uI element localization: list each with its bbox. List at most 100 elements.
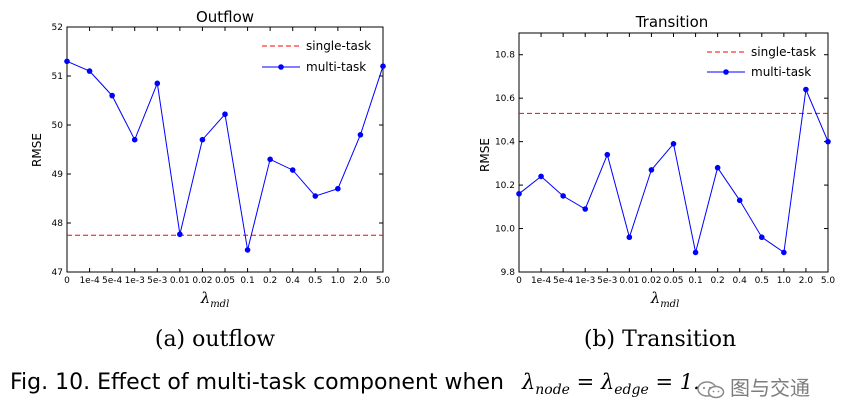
y-axis-label: RMSE bbox=[30, 133, 44, 167]
series-layer bbox=[516, 86, 831, 256]
data-point-multi-task bbox=[648, 167, 655, 173]
y-tick-label: 10.2 bbox=[495, 181, 515, 191]
x-tick-label: 0.05 bbox=[215, 276, 235, 286]
x-tick-label: 1e-4 bbox=[531, 276, 552, 286]
x-tick-label: 5e-3 bbox=[147, 276, 167, 286]
legend-marker-multi-task bbox=[278, 64, 284, 70]
data-point-multi-task bbox=[267, 156, 273, 163]
series-line-multi-task bbox=[66, 60, 384, 251]
legend: single-task multi-task bbox=[262, 39, 371, 74]
y-tick-label: 9.8 bbox=[501, 268, 516, 278]
x-tick-label: 5e-4 bbox=[553, 276, 574, 286]
chart-title: Outflow bbox=[196, 8, 254, 26]
data-point-multi-task bbox=[560, 193, 566, 199]
x-tick-label: 5.0 bbox=[376, 276, 391, 286]
y-tick-label: 52 bbox=[52, 23, 63, 33]
legend-label-single-task: single-task bbox=[751, 45, 816, 59]
data-point-multi-task bbox=[357, 132, 364, 138]
data-point-multi-task bbox=[131, 136, 138, 143]
data-point-multi-task bbox=[64, 58, 70, 65]
figure-caption: Fig. 10. Effect of multi-task component … bbox=[10, 370, 700, 398]
y-tick-label: 10.4 bbox=[495, 138, 515, 148]
x-tick-label: 0.02 bbox=[192, 276, 212, 286]
legend-marker-multi-task bbox=[723, 69, 729, 75]
data-point-multi-task bbox=[781, 249, 787, 256]
x-tick-label: 0.05 bbox=[663, 276, 683, 286]
data-point-multi-task bbox=[582, 206, 589, 212]
legend-label-single-task: single-task bbox=[306, 39, 371, 53]
watermark: 图与交通 bbox=[696, 372, 810, 401]
data-point-multi-task bbox=[736, 197, 743, 204]
data-point-multi-task bbox=[758, 234, 765, 241]
y-tick-label: 50 bbox=[52, 121, 64, 131]
x-tick-label: 5e-4 bbox=[102, 276, 123, 286]
x-tick-label: 0.4 bbox=[286, 276, 301, 286]
data-point-multi-task bbox=[222, 111, 228, 118]
data-point-multi-task bbox=[154, 80, 161, 87]
data-point-multi-task bbox=[692, 249, 699, 256]
subfigure-caption: (a) outflow bbox=[155, 327, 275, 352]
data-point-multi-task bbox=[199, 136, 206, 143]
y-tick-label: 51 bbox=[52, 72, 63, 82]
y-axis-label: RMSE bbox=[478, 138, 492, 172]
x-tick-label: 0.02 bbox=[641, 276, 661, 286]
x-tick-label: 0 bbox=[516, 276, 522, 286]
x-tick-label: 0.01 bbox=[619, 276, 639, 286]
figure-caption-text: Fig. 10. Effect of multi-task component … bbox=[10, 370, 504, 395]
data-point-multi-task bbox=[244, 247, 251, 253]
y-tick-label: 47 bbox=[52, 268, 63, 278]
x-tick-label: 0.5 bbox=[308, 276, 322, 286]
y-tick-label: 48 bbox=[52, 219, 64, 229]
x-tick-label: 0.1 bbox=[688, 276, 702, 286]
data-point-multi-task bbox=[714, 164, 721, 171]
data-point-multi-task bbox=[516, 190, 522, 197]
x-tick-label: 2.0 bbox=[799, 276, 814, 286]
y-ticks: 47 48 49 50 51 52 bbox=[52, 23, 383, 278]
data-point-multi-task bbox=[538, 173, 544, 180]
legend: single-task multi-task bbox=[707, 45, 816, 79]
data-point-multi-task bbox=[109, 92, 115, 99]
x-tick-label: 1e-3 bbox=[125, 276, 145, 286]
x-tick-label: 0.4 bbox=[733, 276, 748, 286]
legend-label-multi-task: multi-task bbox=[306, 60, 366, 74]
x-tick-label: 0.01 bbox=[170, 276, 190, 286]
x-tick-label: 0.5 bbox=[755, 276, 769, 286]
x-tick-label: 0.2 bbox=[263, 276, 277, 286]
chart-outflow: Outflow RMSE λmdl 47 48 49 50 51 52 0 1e-4 5e-4… bbox=[30, 8, 390, 352]
x-tick-label: 1e-3 bbox=[575, 276, 595, 286]
x-axis-label: λmdl bbox=[200, 289, 230, 310]
x-tick-label: 1e-4 bbox=[79, 276, 100, 286]
data-point-multi-task bbox=[177, 231, 183, 238]
y-tick-label: 10.8 bbox=[495, 51, 515, 61]
data-point-multi-task bbox=[289, 167, 296, 173]
x-axis-label: λmdl bbox=[650, 289, 680, 310]
x-tick-label: 0.1 bbox=[240, 276, 254, 286]
series-line-multi-task bbox=[518, 87, 829, 254]
x-tick-label: 0 bbox=[64, 276, 70, 286]
y-tick-label: 10.6 bbox=[495, 94, 515, 104]
series-layer bbox=[64, 58, 386, 253]
data-point-multi-task bbox=[825, 138, 831, 145]
x-tick-label: 2.0 bbox=[353, 276, 368, 286]
data-point-multi-task bbox=[803, 86, 809, 93]
y-ticks: 9.8 10.0 10.2 10.4 10.6 10.8 bbox=[495, 51, 828, 278]
figure-caption-math: λnode = λedge = 1. bbox=[521, 370, 700, 399]
data-point-multi-task bbox=[380, 63, 386, 69]
wechat-icon bbox=[697, 380, 725, 398]
y-tick-label: 10.0 bbox=[495, 225, 515, 235]
data-point-multi-task bbox=[626, 234, 633, 241]
data-point-multi-task bbox=[335, 185, 341, 192]
x-ticks: 0 1e-4 5e-4 1e-3 5e-3 0.01 0.02 0.05 0.1 0.2 0.4 0.… bbox=[64, 27, 390, 286]
x-tick-label: 5.0 bbox=[821, 276, 836, 286]
legend-label-multi-task: multi-task bbox=[751, 65, 811, 79]
data-point-multi-task bbox=[670, 141, 677, 147]
chart-transition: Transition RMSE λmdl 9.8 10.0 10.2 10.4 10.6… bbox=[478, 13, 835, 352]
x-tick-label: 1.0 bbox=[777, 276, 792, 286]
data-point-multi-task bbox=[604, 151, 611, 158]
data-point-multi-task bbox=[86, 68, 93, 74]
subfigure-caption: (b) Transition bbox=[584, 327, 736, 352]
x-ticks: 0 1e-4 5e-4 1e-3 5e-3 0.01 0.02 0.05 0.1 0.2 0.4 0.… bbox=[516, 33, 835, 286]
x-tick-label: 5e-3 bbox=[597, 276, 617, 286]
x-tick-label: 1.0 bbox=[331, 276, 346, 286]
